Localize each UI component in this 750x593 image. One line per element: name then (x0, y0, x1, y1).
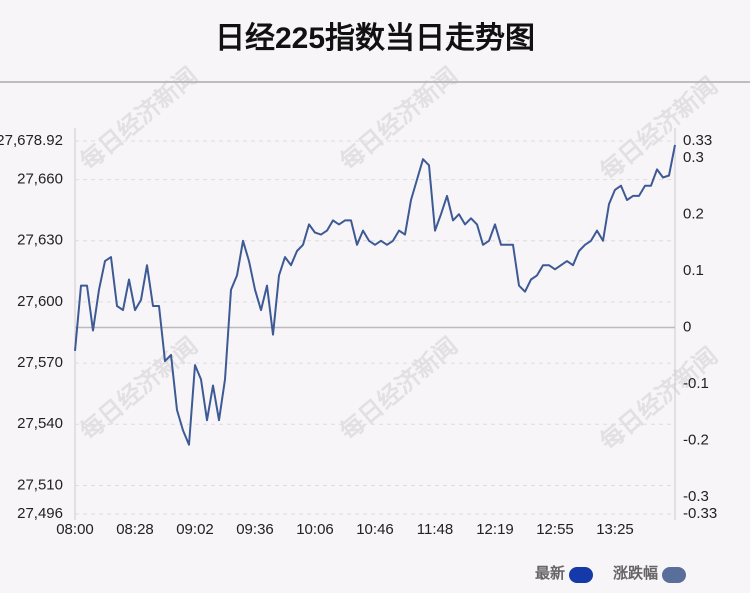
price-line (74, 144, 676, 446)
y-tick-label: 27,496 (17, 505, 63, 522)
x-tick-label: 08:28 (116, 521, 154, 538)
y2-tick-label: 0.1 (683, 262, 704, 279)
x-tick-label: 12:19 (476, 521, 514, 538)
x-tick-label: 12:55 (536, 521, 574, 538)
y-tick-label: 27,570 (17, 354, 63, 371)
legend-label: 最新 (535, 564, 565, 582)
legend-label: 涨跌幅 (613, 564, 658, 582)
y2-tick-label: -0.33 (683, 505, 717, 522)
x-tick-label: 09:02 (176, 521, 214, 538)
y-tick-label: 27,510 (17, 476, 63, 493)
x-tick-label: 13:25 (596, 521, 634, 538)
y-tick-label: 27,600 (17, 293, 63, 310)
y2-tick-label: 0.33 (683, 132, 712, 149)
y2-tick-label: -0.3 (683, 488, 709, 505)
y-tick-label: 27,660 (17, 171, 63, 188)
y2-tick-label: -0.2 (683, 431, 709, 448)
y-tick-label: 27,630 (17, 232, 63, 249)
x-tick-label: 08:00 (56, 521, 94, 538)
x-tick-label: 11:48 (417, 521, 453, 538)
x-tick-label: 10:46 (356, 521, 394, 538)
y-tick-label: 27,540 (17, 415, 63, 432)
legend-swatch (569, 567, 593, 583)
y-tick-label: 27,678.92 (0, 132, 63, 149)
legend-swatch (662, 567, 686, 583)
x-tick-label: 10:06 (296, 521, 334, 538)
y2-tick-label: 0.3 (683, 149, 704, 166)
y2-tick-label: 0 (683, 318, 691, 335)
chart-title: 日经225指数当日走势图 (215, 21, 535, 55)
x-tick-label: 09:36 (236, 521, 274, 538)
y2-tick-label: -0.1 (683, 375, 709, 392)
y2-tick-label: 0.2 (683, 205, 704, 222)
